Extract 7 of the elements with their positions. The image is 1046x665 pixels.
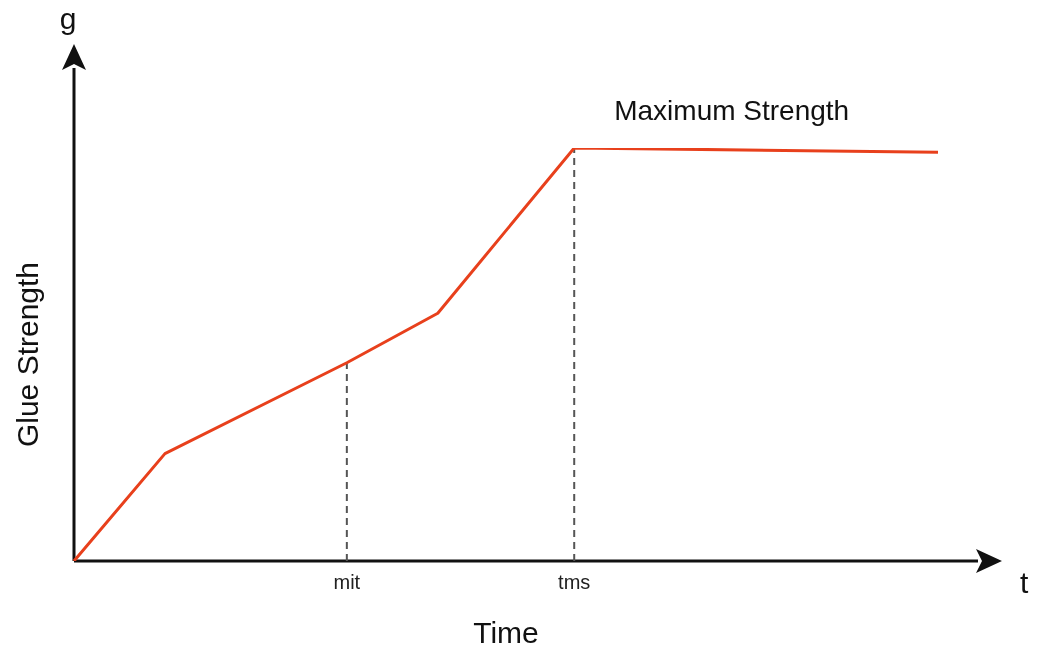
x-tick-label: tms	[558, 570, 591, 593]
x-axis-title: Time	[473, 616, 539, 650]
text: g	[59, 2, 77, 36]
annotation: Maximum Strength	[614, 94, 850, 126]
y-axis-title: Glue Strength	[11, 261, 45, 448]
text: t	[1020, 566, 1029, 600]
x-tick-label: mit	[333, 570, 361, 593]
